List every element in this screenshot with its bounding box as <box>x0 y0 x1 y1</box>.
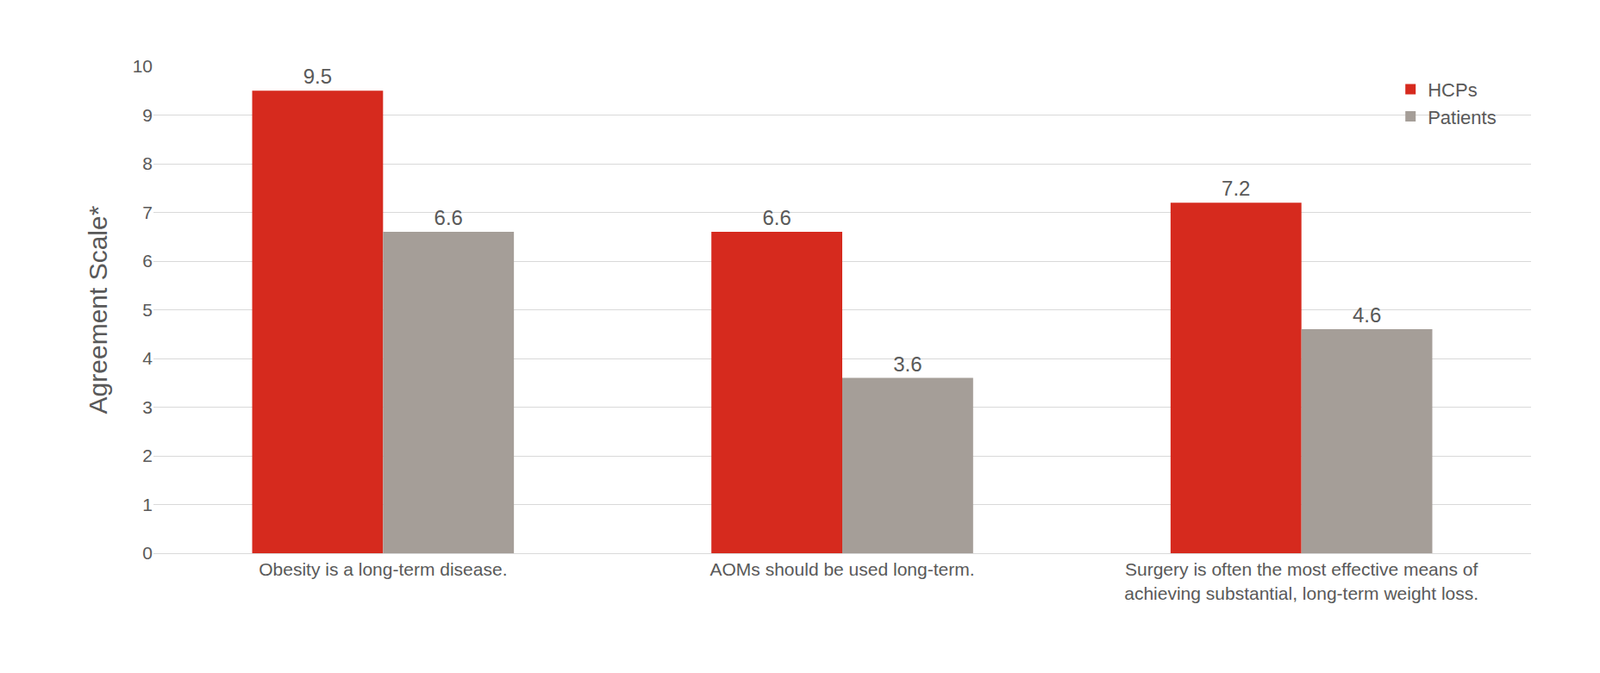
svg-text:HCPs: HCPs <box>1427 79 1477 101</box>
svg-text:9.5: 9.5 <box>303 64 332 88</box>
svg-text:0: 0 <box>142 543 153 563</box>
svg-text:1: 1 <box>142 494 153 515</box>
svg-text:Surgery is often the most effe: Surgery is often the most effective mean… <box>1124 559 1479 603</box>
svg-text:6.6: 6.6 <box>762 206 791 230</box>
svg-text:6: 6 <box>142 250 153 271</box>
svg-text:8: 8 <box>142 153 153 174</box>
svg-text:3.6: 3.6 <box>893 352 922 376</box>
svg-text:4.6: 4.6 <box>1352 303 1382 327</box>
svg-text:4: 4 <box>142 348 153 369</box>
svg-text:9: 9 <box>142 105 153 125</box>
svg-text:2: 2 <box>142 445 153 466</box>
svg-text:AOMs should be used long-term.: AOMs should be used long-term. <box>710 559 975 580</box>
svg-text:3: 3 <box>142 397 153 418</box>
svg-text:Patients: Patients <box>1427 106 1497 129</box>
svg-text:7: 7 <box>142 202 153 223</box>
svg-text:5: 5 <box>142 300 153 320</box>
svg-text:10: 10 <box>132 56 153 76</box>
svg-text:7.2: 7.2 <box>1221 176 1250 200</box>
svg-text:6.6: 6.6 <box>434 206 463 230</box>
svg-text:Agreement Scale*: Agreement Scale* <box>83 205 113 414</box>
svg-text:Obesity is a long-term disease: Obesity is a long-term disease. <box>258 559 507 580</box>
